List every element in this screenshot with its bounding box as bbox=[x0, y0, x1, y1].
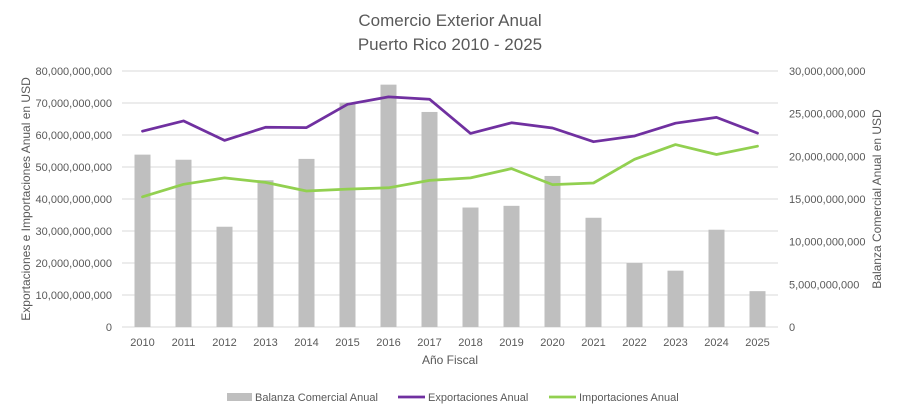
bar-2017 bbox=[421, 111, 438, 328]
x-tick-label: 2020 bbox=[540, 337, 564, 349]
legend-item: Importaciones Anual bbox=[549, 392, 679, 404]
legend-label: Importaciones Anual bbox=[579, 392, 679, 404]
chart-title-line-2: Puerto Rico 2010 - 2025 bbox=[358, 35, 542, 54]
y2-tick-label: 10,000,000,000 bbox=[789, 237, 865, 249]
x-tick-label: 2011 bbox=[172, 337, 196, 349]
y-tick-label: 30,000,000,000 bbox=[36, 226, 112, 238]
bar-2014 bbox=[298, 158, 315, 327]
x-tick-label: 2014 bbox=[294, 337, 318, 349]
y-tick-label: 0 bbox=[106, 322, 112, 334]
legend: Balanza Comercial Anual Exportaciones Anu… bbox=[227, 392, 679, 404]
x-tick-label: 2016 bbox=[376, 337, 400, 349]
x-tick-label: 2025 bbox=[745, 337, 769, 349]
legend-swatch-bar bbox=[227, 393, 252, 401]
y2-tick-label: 5,000,000,000 bbox=[789, 279, 859, 291]
y-tick-label: 40,000,000,000 bbox=[36, 194, 112, 206]
bar-2018 bbox=[462, 207, 479, 327]
bar-2020 bbox=[544, 175, 561, 327]
y-tick-label: 80,000,000,000 bbox=[36, 66, 112, 78]
chart-title: Comercio Exterior Anual Puerto Rico 2010… bbox=[358, 11, 542, 54]
y2-tick-label: 30,000,000,000 bbox=[789, 66, 865, 78]
y-tick-label: 70,000,000,000 bbox=[36, 98, 112, 110]
bar-2013 bbox=[257, 180, 274, 327]
x-axis-title: Año Fiscal bbox=[422, 353, 478, 367]
bar-2021 bbox=[585, 217, 602, 327]
line-exportaciones bbox=[141, 95, 759, 144]
legend-label: Exportaciones Anual bbox=[428, 392, 528, 404]
bar-2016 bbox=[380, 84, 397, 327]
y-axis-right-title: Balanza Comercial Anual en USD bbox=[870, 109, 884, 289]
y2-tick-label: 25,000,000,000 bbox=[789, 109, 865, 121]
bar-2025 bbox=[749, 291, 766, 327]
x-tick-label: 2018 bbox=[458, 337, 482, 349]
y-tick-label: 50,000,000,000 bbox=[36, 162, 112, 174]
chart-title-line-1: Comercio Exterior Anual bbox=[358, 11, 541, 30]
y2-tick-label: 0 bbox=[789, 322, 795, 334]
legend-item: Balanza Comercial Anual bbox=[227, 392, 378, 404]
bar-series bbox=[134, 84, 766, 328]
x-tick-label: 2017 bbox=[417, 337, 441, 349]
legend-label: Balanza Comercial Anual bbox=[255, 392, 378, 404]
y2-tick-label: 20,000,000,000 bbox=[789, 151, 865, 163]
x-tick-label: 2013 bbox=[253, 337, 277, 349]
y-tick-label: 20,000,000,000 bbox=[36, 258, 112, 270]
x-tick-label: 2015 bbox=[335, 337, 359, 349]
y2-tick-label: 15,000,000,000 bbox=[789, 194, 865, 206]
line-importaciones bbox=[141, 143, 759, 199]
legend-item: Exportaciones Anual bbox=[398, 392, 528, 404]
bar-2011 bbox=[175, 159, 192, 327]
x-tick-label: 2010 bbox=[130, 337, 154, 349]
x-tick-label: 2021 bbox=[581, 337, 605, 349]
bar-2022 bbox=[626, 263, 643, 327]
y-tick-label: 10,000,000,000 bbox=[36, 290, 112, 302]
bar-2024 bbox=[708, 229, 725, 327]
x-axis-ticks: 2010 2011 2012 2013 2014 2015 2016 2017 2018 2019… bbox=[130, 337, 769, 349]
x-tick-label: 2019 bbox=[499, 337, 523, 349]
bar-2012 bbox=[216, 226, 233, 327]
x-tick-label: 2023 bbox=[663, 337, 687, 349]
y-axis-left-ticks: 0 10,000,000,000 20,000,000,000 30,000,000,… bbox=[36, 66, 112, 334]
bar-2023 bbox=[667, 270, 684, 327]
x-tick-label: 2024 bbox=[704, 337, 728, 349]
y-tick-label: 60,000,000,000 bbox=[36, 130, 112, 142]
y-axis-left-title: Exportaciones e Importaciones Anual en U… bbox=[19, 77, 33, 321]
y-axis-right-ticks: 0 5,000,000,000 10,000,000,000 15,000,000,0… bbox=[789, 66, 865, 334]
x-tick-label: 2022 bbox=[622, 337, 646, 349]
line-series bbox=[141, 95, 759, 199]
bar-2015 bbox=[339, 102, 356, 327]
bar-2019 bbox=[503, 205, 520, 327]
bar-2010 bbox=[134, 154, 151, 327]
x-tick-label: 2012 bbox=[212, 337, 236, 349]
